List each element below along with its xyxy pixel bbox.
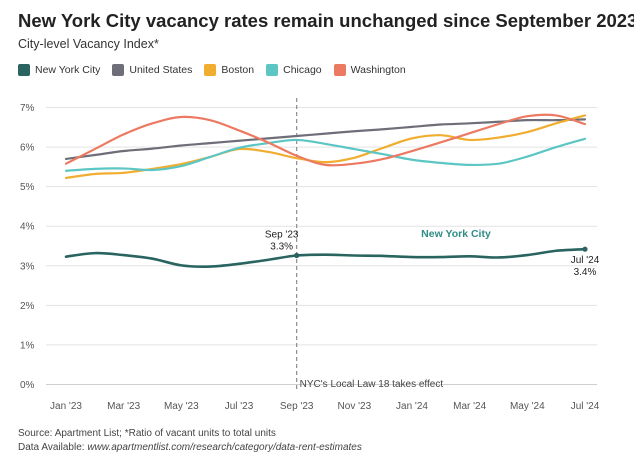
legend-item-boston[interactable]: Boston bbox=[204, 64, 254, 76]
legend-swatch bbox=[266, 64, 279, 76]
series-line-united-states bbox=[64, 118, 587, 161]
y-tick-label: 6% bbox=[20, 143, 35, 154]
x-tick-label: Jan '24 bbox=[396, 401, 428, 412]
legend-item-chicago[interactable]: Chicago bbox=[266, 64, 322, 76]
x-tick-label: Nov '23 bbox=[338, 401, 372, 412]
annotation-date-label: Sep '23 bbox=[265, 229, 299, 240]
annotation-value-label: 3.3% bbox=[270, 241, 293, 252]
y-tick-label: 1% bbox=[20, 340, 35, 351]
legend-label: New York City bbox=[35, 64, 101, 76]
x-tick-label: May '24 bbox=[510, 401, 545, 412]
legend-swatch bbox=[18, 64, 30, 76]
chart-subtitle: City-level Vacancy Index* bbox=[18, 37, 159, 51]
x-tick-label: Jul '23 bbox=[225, 401, 254, 412]
y-tick-label: 2% bbox=[20, 301, 35, 312]
source-note: Source: Apartment List; *Ratio of vacant… bbox=[18, 428, 276, 439]
chart-legend: New York City United States Boston Chicago W… bbox=[18, 64, 418, 76]
x-tick-label: Mar '24 bbox=[453, 401, 486, 412]
data-point-marker bbox=[294, 252, 300, 259]
y-tick-label: 0% bbox=[20, 380, 35, 391]
x-tick-label: Mar '23 bbox=[107, 401, 140, 412]
legend-swatch bbox=[112, 64, 125, 76]
data-link[interactable]: www.apartmentlist.com/research/category/… bbox=[87, 442, 362, 453]
y-tick-label: 3% bbox=[20, 261, 35, 272]
data-availability-label: Data Available: bbox=[18, 442, 88, 453]
chart-title: New York City vacancy rates remain uncha… bbox=[18, 10, 634, 31]
data-point-marker bbox=[582, 246, 588, 252]
legend-label: Boston bbox=[221, 64, 255, 76]
y-tick-label: 7% bbox=[20, 103, 35, 114]
series-line-washington bbox=[64, 113, 587, 167]
y-tick-label: 4% bbox=[20, 222, 35, 233]
annotation-date-label: Jul '24 bbox=[571, 255, 600, 266]
x-tick-label: May '23 bbox=[164, 401, 199, 412]
legend-item-washington[interactable]: Washington bbox=[333, 64, 406, 76]
legend-item-united-states[interactable]: United States bbox=[112, 64, 192, 76]
x-tick-label: Jan '23 bbox=[50, 401, 82, 412]
series-label-new-york-city: New York City bbox=[421, 228, 491, 240]
legend-label: United States bbox=[129, 64, 193, 76]
y-tick-label: 5% bbox=[20, 182, 35, 193]
legend-label: Chicago bbox=[283, 64, 322, 76]
series-line-boston bbox=[64, 114, 587, 180]
data-availability-note: Data Available: www.apartmentlist.com/re… bbox=[18, 442, 362, 453]
x-tick-label: Sep '23 bbox=[280, 401, 314, 412]
annotation-value-label: 3.4% bbox=[574, 267, 597, 278]
legend-label: Washington bbox=[350, 64, 406, 76]
series-line-new-york-city bbox=[64, 247, 587, 268]
x-tick-label: Jul '24 bbox=[571, 401, 600, 412]
legend-item-new-york-city[interactable]: New York City bbox=[18, 64, 100, 76]
legend-swatch bbox=[204, 64, 217, 76]
legend-swatch bbox=[333, 64, 346, 76]
reference-line-label: NYC's Local Law 18 takes effect bbox=[300, 379, 444, 390]
series-line-chicago bbox=[64, 137, 587, 172]
